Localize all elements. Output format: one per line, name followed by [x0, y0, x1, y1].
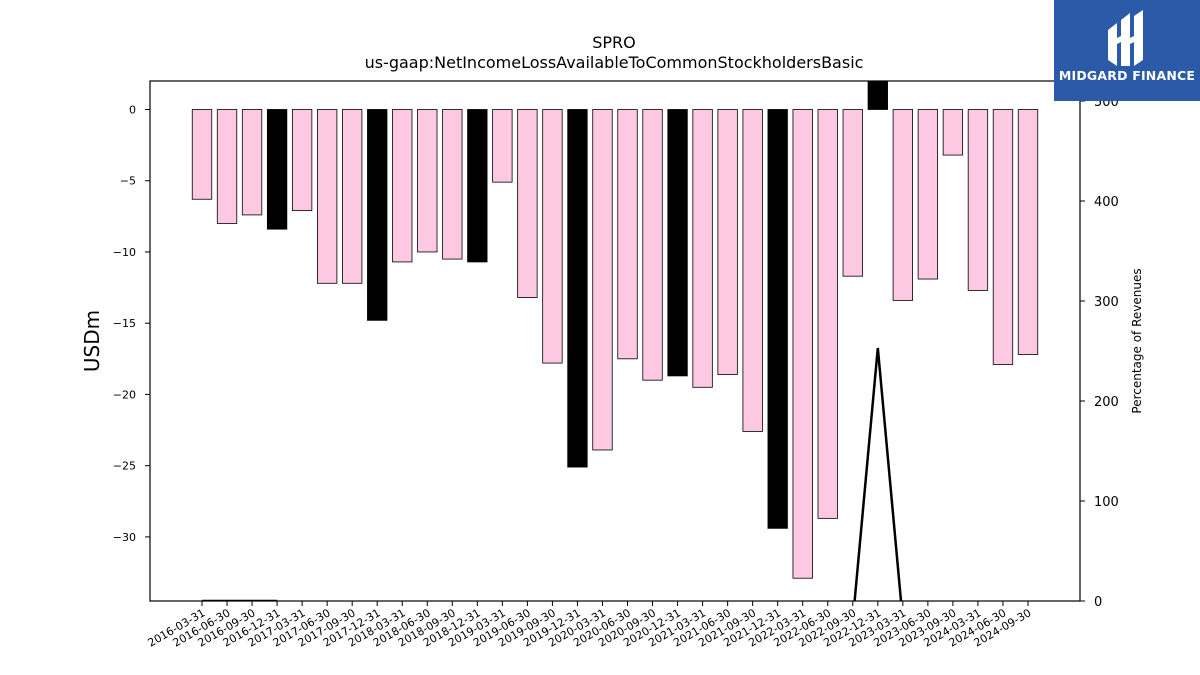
chart-title: SPRO: [592, 33, 636, 52]
y2-tick-label: 300: [1094, 295, 1119, 310]
y2-tick-label: 0: [1094, 595, 1102, 610]
bar: [367, 109, 388, 321]
bar: [567, 109, 588, 468]
bars-layer: [191, 80, 1039, 579]
bar: [392, 109, 413, 263]
brand-name: MIDGARD FINANCE: [1058, 68, 1196, 83]
bar: [517, 109, 538, 298]
chart-subtitle: us-gaap:NetIncomeLossAvailableToCommonSt…: [365, 53, 864, 72]
y2-tick-label: 100: [1094, 495, 1119, 510]
bar: [867, 80, 888, 110]
bar: [667, 109, 688, 377]
y2-tick-label: 400: [1094, 195, 1119, 210]
bar: [216, 109, 238, 224]
y2-axis-label: Percentage of Revenues: [1130, 268, 1144, 413]
midgard-logo-icon: [1108, 10, 1143, 66]
bar: [316, 109, 338, 284]
bar: [241, 109, 263, 216]
bar: [542, 109, 563, 364]
bar: [942, 109, 964, 156]
bar: [342, 109, 363, 284]
y-tick-label: −20: [113, 388, 136, 401]
y2-tick-label: 200: [1094, 395, 1119, 410]
y-tick-label: −15: [113, 317, 136, 330]
bar: [892, 109, 913, 301]
bar: [291, 109, 313, 212]
ratio-line: [853, 347, 903, 601]
bar: [642, 109, 663, 381]
bar: [191, 109, 213, 200]
bar: [1017, 109, 1039, 355]
plot-frame: [149, 80, 1081, 602]
bar: [717, 109, 738, 375]
line-layer: [202, 347, 903, 601]
bar: [792, 109, 813, 579]
y-axis-label: USDm: [80, 310, 104, 372]
bar: [742, 109, 763, 432]
bar: [492, 109, 513, 183]
bar: [442, 109, 463, 260]
y-tick-label: −10: [113, 246, 136, 259]
bar: [266, 109, 288, 230]
bar: [592, 109, 613, 451]
bar: [617, 109, 638, 360]
bar: [417, 109, 438, 253]
brand-logo-box: MIDGARD FINANCE: [1054, 0, 1200, 101]
bar: [467, 109, 488, 263]
bar: [767, 109, 788, 529]
bar: [817, 109, 838, 519]
y-tick-label: −30: [113, 531, 136, 544]
bar: [917, 109, 939, 280]
y-tick-label: −25: [113, 460, 136, 473]
y-tick-label: −5: [120, 175, 136, 188]
bar: [992, 109, 1014, 365]
bar: [692, 109, 713, 388]
bar: [842, 109, 863, 277]
bar: [967, 109, 989, 291]
y-tick-label: 0: [129, 103, 136, 116]
